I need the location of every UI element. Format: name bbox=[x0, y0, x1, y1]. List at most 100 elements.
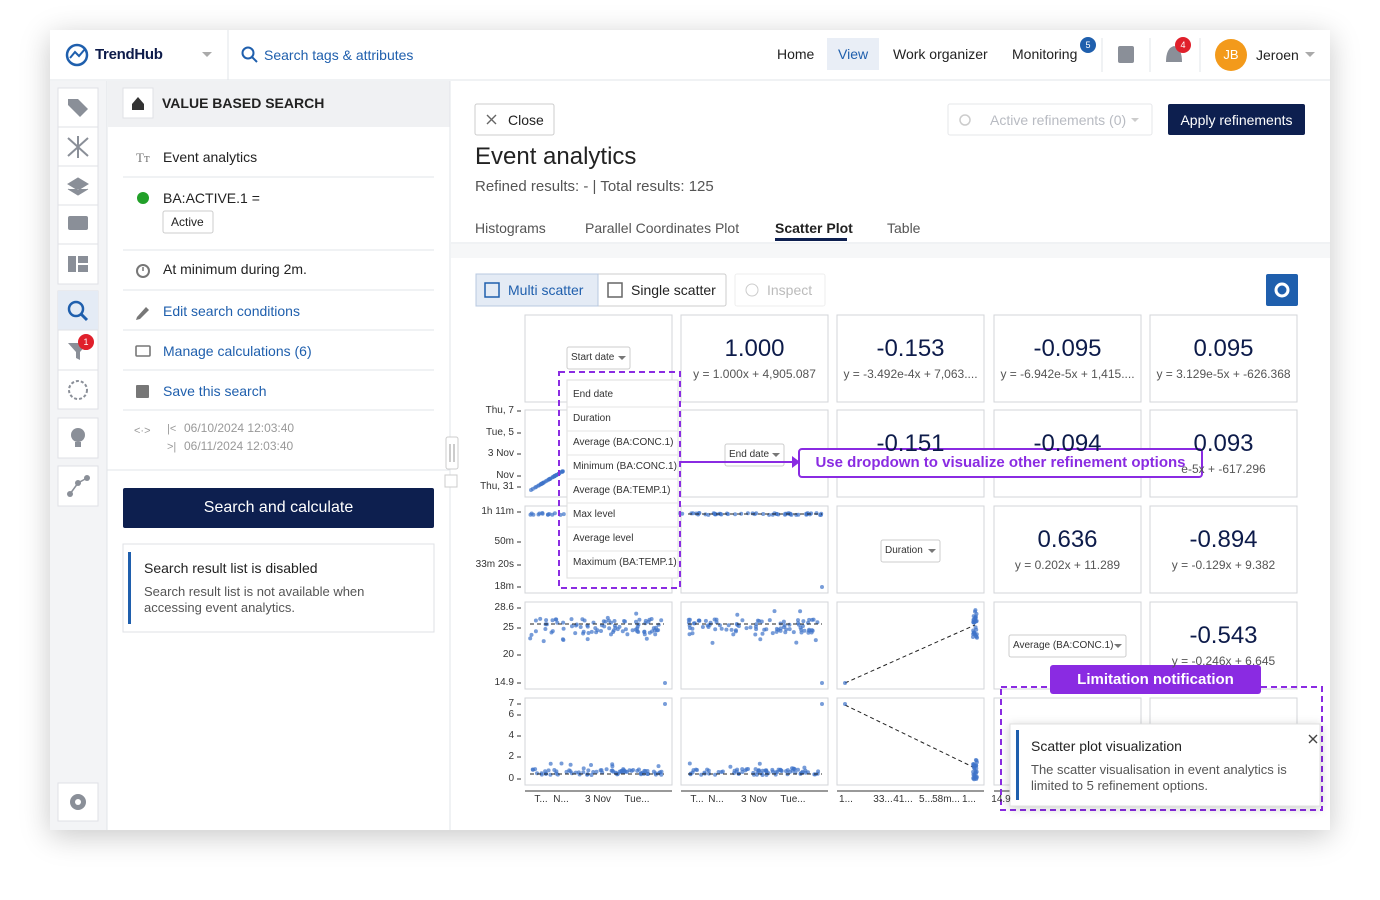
tab[interactable]: Table bbox=[887, 220, 921, 236]
matrix-cell bbox=[1149, 314, 1298, 403]
user-name[interactable]: Jeroen bbox=[1256, 47, 1299, 63]
scatter-dot bbox=[713, 627, 718, 632]
toolbar-button[interactable]: Inspect bbox=[767, 282, 813, 298]
scatter-dot bbox=[623, 627, 628, 632]
nav-item[interactable]: Work organizer bbox=[893, 46, 988, 62]
panel-link[interactable]: Edit search conditions bbox=[163, 303, 300, 319]
y-tick-label: 14.9 bbox=[494, 677, 514, 688]
tab[interactable]: Scatter Plot bbox=[775, 220, 853, 236]
scatter-dot bbox=[751, 772, 756, 777]
scatter-dot bbox=[718, 511, 723, 516]
tab[interactable]: Parallel Coordinates Plot bbox=[585, 220, 740, 236]
scatter-dot bbox=[653, 632, 658, 637]
toolbar-button[interactable]: Multi scatter bbox=[508, 282, 584, 298]
scatter-dot bbox=[609, 768, 614, 773]
annotation-text: Use dropdown to visualize other refineme… bbox=[815, 454, 1186, 471]
scatter-dot bbox=[656, 622, 661, 627]
y-tick-label: 0 bbox=[508, 773, 514, 784]
notice-title: Search result list is disabled bbox=[144, 560, 318, 576]
scatter-dot bbox=[973, 608, 978, 613]
scatter-dot bbox=[782, 623, 787, 628]
toast-title: Scatter plot visualization bbox=[1031, 738, 1182, 754]
scatter-dot bbox=[767, 618, 772, 623]
search-box[interactable]: Search tags & attributes bbox=[264, 47, 414, 63]
scatter-dot bbox=[705, 767, 710, 772]
dropdown[interactable]: Start date bbox=[571, 352, 615, 363]
dropdown-option[interactable]: Duration bbox=[573, 413, 611, 424]
scatter-dot bbox=[539, 772, 544, 777]
scatter-dot bbox=[647, 630, 652, 635]
scatter-dot bbox=[599, 629, 603, 633]
scatter-dot bbox=[791, 630, 796, 635]
close-button[interactable]: Close bbox=[508, 112, 544, 128]
nav-item[interactable]: Monitoring bbox=[1012, 46, 1078, 62]
regression-equation: y = 1.000x + 4,905.087 bbox=[693, 367, 816, 381]
dropdown-option[interactable]: Max level bbox=[573, 509, 616, 520]
toolbar-button[interactable]: Single scatter bbox=[631, 282, 716, 298]
scatter-dot bbox=[581, 766, 586, 771]
scatter-dot bbox=[843, 702, 847, 706]
dropdown[interactable]: Duration bbox=[885, 545, 923, 556]
scatter-dot bbox=[710, 640, 715, 645]
scatter-dot bbox=[753, 767, 758, 772]
scatter-dot bbox=[534, 484, 539, 489]
dropdown[interactable]: End date bbox=[729, 449, 770, 460]
scatter-dot bbox=[555, 772, 560, 777]
scatter-dot bbox=[629, 768, 634, 773]
panel-link[interactable]: Manage calculations (6) bbox=[163, 343, 312, 359]
scatter-dot bbox=[758, 637, 763, 642]
scatter-dot bbox=[757, 619, 762, 623]
nav-item[interactable]: View bbox=[838, 46, 869, 62]
apply-button[interactable]: Apply refinements bbox=[1180, 112, 1293, 128]
tab[interactable]: Histograms bbox=[475, 220, 546, 236]
scatter-dot bbox=[576, 770, 581, 775]
scatter-dot bbox=[796, 622, 801, 627]
scatter-dot bbox=[719, 626, 724, 631]
matrix-cell bbox=[993, 314, 1142, 403]
scatter-dot bbox=[703, 618, 708, 623]
nav-item[interactable]: Home bbox=[777, 46, 815, 62]
scatter-dot bbox=[739, 511, 744, 516]
scatter-dot bbox=[757, 768, 761, 773]
scatter-dot bbox=[801, 619, 806, 624]
search-button[interactable]: Search and calculate bbox=[203, 499, 354, 516]
y-tick-label: Nov bbox=[496, 470, 514, 481]
dropdown-caret bbox=[1114, 644, 1122, 648]
dropdown-option[interactable]: Average (BA:CONC.1) bbox=[573, 437, 674, 448]
regression-equation: y = -3.492e-4x + 7,063.... bbox=[843, 367, 978, 381]
dropdown-option[interactable]: Minimum (BA:CONC.1) bbox=[573, 461, 677, 472]
scatter-dot bbox=[602, 624, 607, 629]
scatter-dot bbox=[530, 767, 535, 772]
scatter-dot bbox=[539, 482, 543, 487]
scatter-dot bbox=[548, 772, 553, 777]
dropdown[interactable]: Average (BA:CONC.1) bbox=[1013, 640, 1114, 651]
scatter-dot bbox=[787, 627, 792, 632]
x-tick-label: 3 Nov bbox=[740, 794, 768, 805]
dropdown-option[interactable]: Average level bbox=[573, 533, 634, 544]
active-refinements[interactable]: Active refinements (0) bbox=[990, 112, 1127, 128]
x-tick-label: 5... bbox=[919, 794, 933, 805]
scatter-dot bbox=[731, 632, 736, 637]
scatter-dot bbox=[637, 617, 642, 622]
summary: Refined results: - | Total results: 125 bbox=[475, 178, 714, 195]
x-tick-label: 41... bbox=[893, 794, 913, 805]
dropdown-option[interactable]: End date bbox=[573, 389, 614, 400]
scatter-dot bbox=[585, 637, 590, 642]
dropdown-option[interactable]: Maximum (BA:TEMP.1) bbox=[573, 557, 677, 568]
y-tick-label: 7 bbox=[508, 698, 514, 709]
dropdown-option[interactable]: Average (BA:TEMP.1) bbox=[573, 485, 671, 496]
scatter-dot bbox=[573, 631, 578, 636]
scatter-dot bbox=[802, 765, 807, 770]
correlation-value: -0.094 bbox=[1033, 430, 1102, 457]
scatter-dot bbox=[653, 772, 658, 777]
scatter-dot bbox=[800, 769, 805, 774]
matrix-cell bbox=[524, 697, 673, 786]
y-tick-label: 25 bbox=[502, 622, 514, 633]
regression-equation: y = -0.246x + 6.645 bbox=[1171, 654, 1276, 668]
panel-link[interactable]: Save this search bbox=[163, 383, 267, 399]
scatter-dot bbox=[647, 617, 652, 622]
duration: At minimum during 2m. bbox=[163, 261, 307, 277]
scatter-dot bbox=[740, 618, 745, 623]
scatter-dot bbox=[973, 614, 978, 619]
